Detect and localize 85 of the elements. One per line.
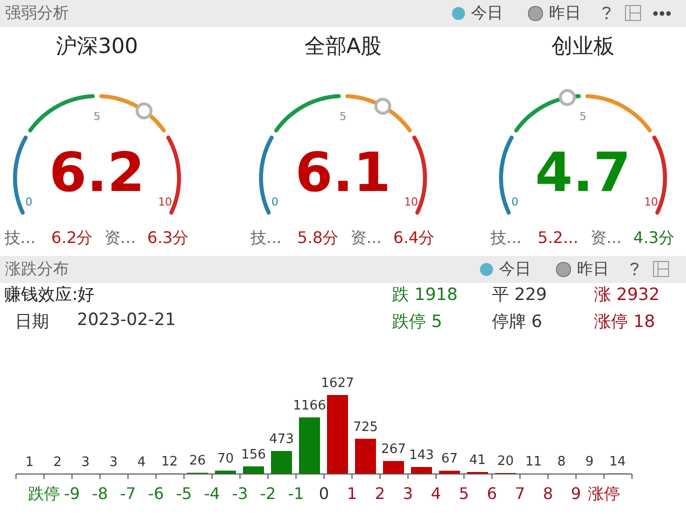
text: 资... <box>103 228 137 249</box>
text: 强弱分析 <box>5 3 69 24</box>
text: 6.2分 <box>50 228 94 249</box>
x-tick-label: 5 <box>458 484 470 503</box>
text: 4.7 <box>535 141 631 204</box>
text: 技... <box>489 228 523 249</box>
data-label: 12 <box>161 454 178 470</box>
text: 5 <box>340 110 346 123</box>
text: 赚钱效应:好 <box>4 284 95 306</box>
text: 日期 <box>15 311 49 333</box>
text: 涨停 18 <box>594 311 656 333</box>
data-label: 143 <box>409 448 434 464</box>
text: 沪深300 <box>54 33 140 60</box>
text: 2023-02-21 <box>77 310 176 330</box>
text: 技... <box>249 228 283 249</box>
data-label: 20 <box>497 454 514 470</box>
text: 6.4分 <box>392 228 436 249</box>
data-label: 26 <box>189 454 206 469</box>
data-label: 70 <box>217 452 234 467</box>
text: 6.3分 <box>146 228 190 249</box>
x-tick-label: -4 <box>204 484 220 503</box>
text: 0 <box>271 195 278 208</box>
data-label: 14 <box>609 454 626 470</box>
text: 10 <box>158 195 172 208</box>
x-tick-label: 6 <box>486 484 498 503</box>
x-tick-label: 跌停 <box>28 484 60 503</box>
x-tick-label: 8 <box>542 484 554 503</box>
text: 6.1 <box>295 141 391 204</box>
text: 技... <box>3 228 37 249</box>
text: 平 229 <box>492 284 547 306</box>
text: 6.2 <box>49 141 145 204</box>
data-label: 11 <box>525 454 542 470</box>
x-tick-label: 1 <box>346 484 358 503</box>
text: 10 <box>644 195 658 208</box>
legend-label: 昨日 <box>549 3 581 24</box>
data-label: 9 <box>585 454 594 470</box>
data-label: 4 <box>137 454 146 470</box>
text: 跌停 5 <box>392 311 442 333</box>
data-label: 67 <box>441 452 458 467</box>
text: 创业板 <box>550 33 616 60</box>
text: 停牌 6 <box>492 311 542 333</box>
text: 5 <box>580 110 586 123</box>
legend-label: 昨日 <box>577 259 609 280</box>
legend-label: 今日 <box>499 259 531 280</box>
text: 资... <box>349 228 383 249</box>
text: 全部A股 <box>303 33 383 60</box>
data-label: 156 <box>241 447 266 462</box>
text: 跌 1918 <box>392 284 458 306</box>
data-label: 3 <box>109 454 118 470</box>
x-tick-label: -3 <box>232 484 248 503</box>
x-tick-label: 0 <box>318 484 330 503</box>
text: 涨跌分布 <box>5 259 69 280</box>
x-tick-label: -6 <box>148 484 164 503</box>
data-label: 267 <box>381 442 406 458</box>
text: 5.8分 <box>296 228 340 249</box>
x-tick-label: -1 <box>288 484 304 503</box>
x-tick-label: -5 <box>176 484 192 503</box>
x-tick-label: 2 <box>374 484 386 503</box>
data-label: 2 <box>53 454 62 470</box>
data-label: 8 <box>557 454 566 470</box>
x-tick-label: -2 <box>260 484 276 503</box>
x-tick-label: 9 <box>570 484 582 503</box>
data-label: 1 <box>25 454 34 470</box>
text: 资... <box>589 228 623 249</box>
text: 5 <box>94 110 100 123</box>
text: 0 <box>511 195 518 208</box>
text: 4.3分 <box>632 228 676 249</box>
data-label: 725 <box>353 420 378 435</box>
x-tick-label: 涨停 <box>588 484 620 503</box>
data-label: 3 <box>81 454 90 470</box>
x-tick-label: 4 <box>430 484 442 503</box>
x-tick-label: 7 <box>514 484 526 503</box>
x-tick-label: -8 <box>92 484 108 503</box>
data-label: 1166 <box>292 398 326 414</box>
data-label: 41 <box>469 453 486 468</box>
legend-label: 今日 <box>471 3 503 24</box>
text: 0 <box>25 195 32 208</box>
text: 5.2... <box>536 228 580 247</box>
text: 涨 2932 <box>594 284 660 306</box>
x-tick-label: 3 <box>402 484 414 503</box>
x-tick-label: -7 <box>120 484 136 503</box>
text: 10 <box>404 195 418 208</box>
data-label: 473 <box>269 432 294 448</box>
x-tick-label: -9 <box>64 484 80 503</box>
data-label: 1627 <box>320 376 354 391</box>
